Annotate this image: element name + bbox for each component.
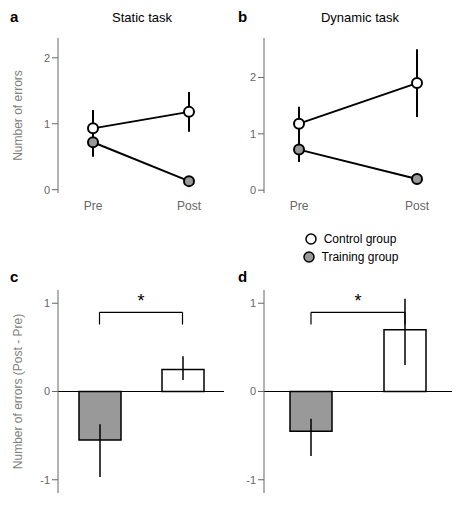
svg-text:*: * bbox=[137, 291, 144, 311]
svg-text:1: 1 bbox=[250, 128, 256, 140]
html-text:Dynamic task: Dynamic task bbox=[321, 10, 399, 25]
svg-text:*: * bbox=[354, 291, 361, 311]
html-text:b: b bbox=[238, 8, 248, 25]
svg-text:0: 0 bbox=[44, 184, 50, 196]
svg-text:Number of errors: Number of errors bbox=[11, 70, 25, 161]
svg-text:0: 0 bbox=[250, 385, 256, 397]
svg-text:Pre: Pre bbox=[290, 199, 309, 213]
svg-text:0: 0 bbox=[250, 184, 256, 196]
html-text:c: c bbox=[10, 268, 19, 285]
svg-text:2: 2 bbox=[44, 52, 50, 64]
svg-text:-1: -1 bbox=[246, 474, 256, 486]
svg-text:0: 0 bbox=[44, 385, 50, 397]
svg-text:Post: Post bbox=[405, 199, 430, 213]
html-text:a: a bbox=[10, 8, 19, 25]
svg-text:1: 1 bbox=[44, 118, 50, 130]
html-text:Control group: Control group bbox=[323, 232, 397, 246]
svg-text:Pre: Pre bbox=[84, 199, 103, 213]
html-text:Static task: Static task bbox=[112, 10, 172, 25]
svg-text:1: 1 bbox=[250, 297, 256, 309]
svg-text:1: 1 bbox=[44, 297, 50, 309]
svg-text:-1: -1 bbox=[40, 474, 50, 486]
svg-text:Number of errors (Post - Pre): Number of errors (Post - Pre) bbox=[11, 314, 25, 469]
svg-text:Post: Post bbox=[177, 199, 202, 213]
svg-text:2: 2 bbox=[250, 71, 256, 83]
html-text:d: d bbox=[238, 268, 248, 285]
html-text:Training group: Training group bbox=[321, 250, 399, 264]
